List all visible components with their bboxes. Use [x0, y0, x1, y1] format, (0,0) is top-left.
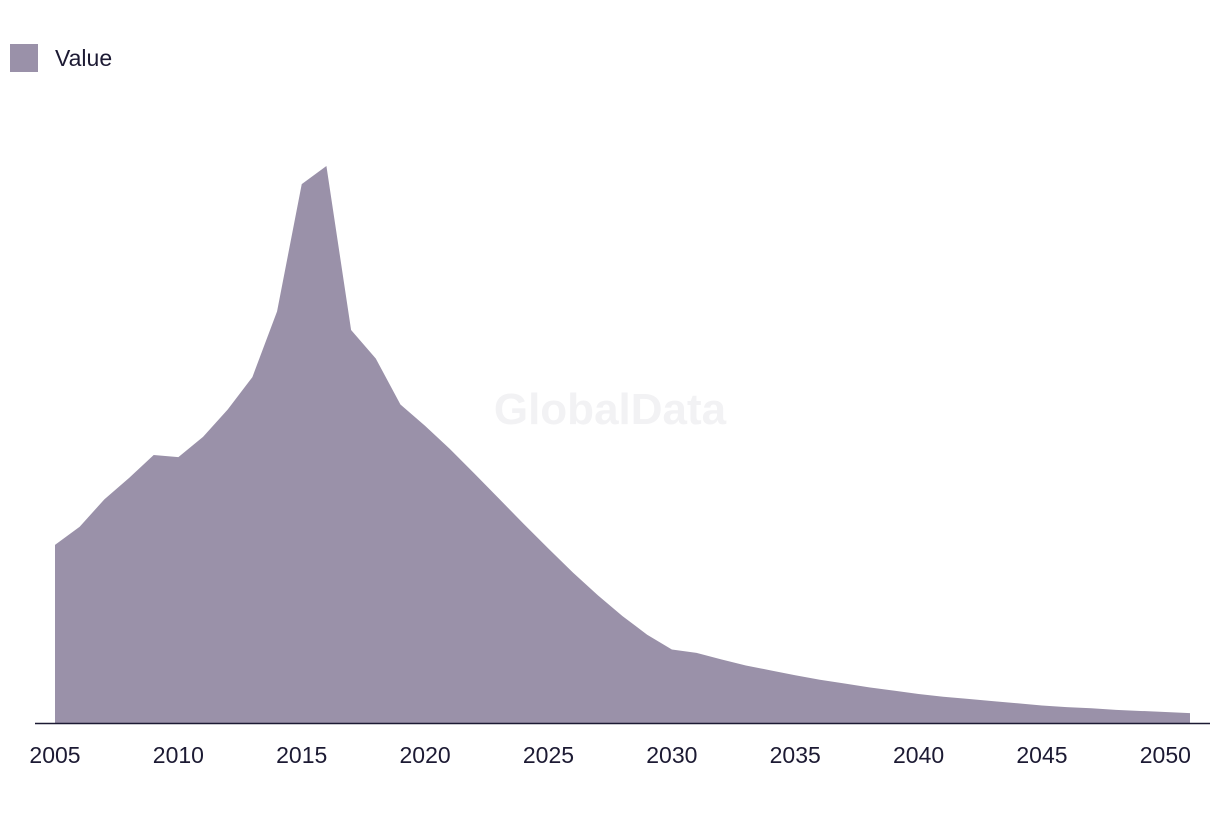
x-tick-label: 2030 [646, 742, 697, 768]
legend-swatch [10, 44, 38, 72]
x-axis-ticks: 2005 2010 2015 2020 2025 2030 2035 2040 2045 2050 [29, 742, 1191, 768]
x-tick-label: 2025 [523, 742, 574, 768]
x-tick-label: 2050 [1140, 742, 1191, 768]
x-tick-label: 2010 [153, 742, 204, 768]
area-series-0 [55, 166, 1190, 724]
legend-label: Value [55, 44, 113, 71]
series-layer [55, 166, 1190, 724]
legend: Value [10, 44, 112, 72]
x-tick-label: 2020 [400, 742, 451, 768]
x-tick-label: 2045 [1016, 742, 1067, 768]
x-tick-label: 2035 [770, 742, 821, 768]
x-tick-label: 2015 [276, 742, 327, 768]
x-tick-label: 2040 [893, 742, 944, 768]
x-tick-label: 2005 [29, 742, 80, 768]
watermark: GlobalData [494, 385, 727, 434]
